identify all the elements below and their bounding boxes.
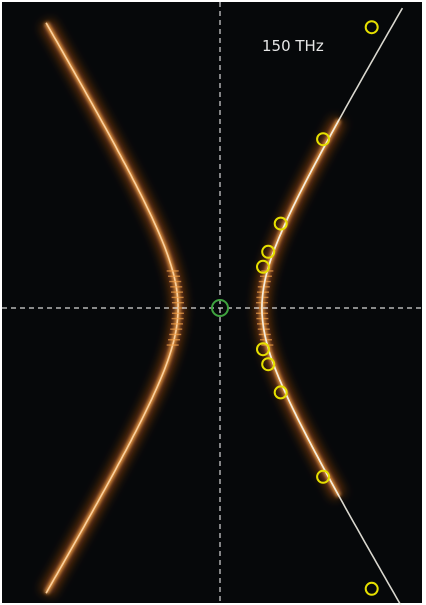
data-point — [256, 342, 270, 357]
data-point — [256, 259, 270, 274]
data-point — [261, 244, 276, 259]
data-point — [273, 216, 288, 231]
plot-background — [2, 2, 422, 603]
data-point — [261, 357, 276, 372]
data-point — [316, 469, 331, 484]
fit-line — [261, 7, 404, 605]
frequency-label: 150 THz — [262, 37, 324, 55]
data-point — [364, 20, 379, 35]
data-point — [273, 385, 288, 400]
origin-marker — [211, 299, 229, 317]
fit-curve — [261, 7, 404, 605]
data-point — [364, 581, 379, 596]
data-markers — [211, 20, 379, 596]
data-point — [316, 132, 331, 147]
